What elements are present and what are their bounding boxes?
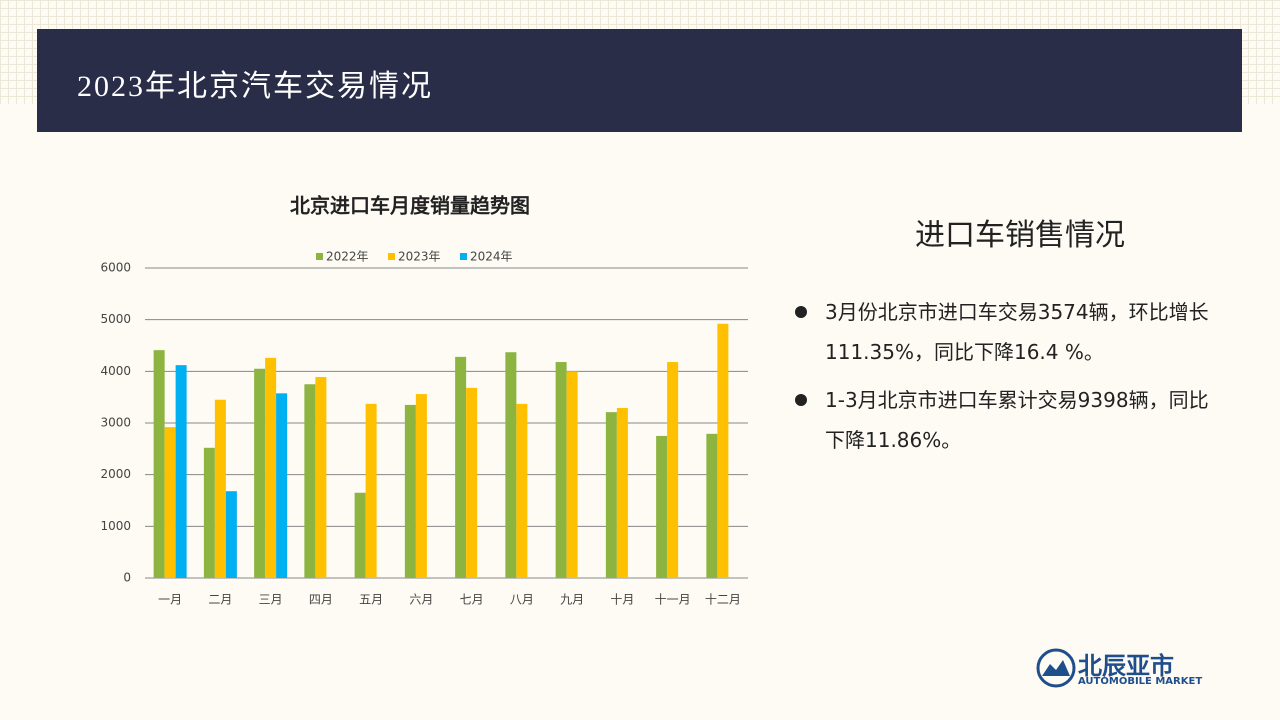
bullet-dot (795, 394, 807, 406)
bar (164, 427, 176, 578)
logo-icon (1036, 648, 1076, 688)
y-tick-label: 6000 (100, 261, 131, 275)
x-tick-label: 一月 (158, 593, 182, 607)
y-tick-label: 0 (123, 571, 131, 585)
logo-subtitle: AUTOMOBILE MARKET (1078, 676, 1203, 687)
bullet-text: 3月份北京市进口车交易3574辆，环比增长111.35%，同比下降16.4 %。 (825, 300, 1209, 364)
bar (717, 323, 729, 578)
summary-title: 进口车销售情况 (915, 218, 1125, 253)
bar (656, 435, 668, 578)
bar (415, 394, 427, 578)
y-tick-label: 3000 (100, 416, 131, 430)
x-tick-label: 二月 (208, 593, 232, 607)
bar (153, 350, 165, 578)
bullet: 3月份北京市进口车交易3574辆，环比增长111.35%，同比下降16.4 %。 (795, 292, 1235, 372)
legend-label: 2022年 (326, 250, 369, 264)
x-tick-label: 八月 (510, 593, 534, 607)
legend-swatch (460, 253, 467, 260)
bar (276, 393, 288, 578)
bar (225, 491, 237, 578)
bullet: 1-3月北京市进口车累计交易9398辆，同比下降11.86%。 (795, 380, 1235, 460)
bar (315, 377, 327, 578)
bar (505, 352, 517, 578)
legend-swatch (316, 253, 323, 260)
x-tick-label: 六月 (409, 593, 433, 607)
y-tick-label: 2000 (100, 467, 131, 481)
y-tick-label: 1000 (100, 519, 131, 533)
logo-name: 北辰亚市 (1078, 652, 1174, 680)
bar (555, 362, 567, 578)
bar (516, 403, 528, 578)
x-tick-label: 九月 (560, 593, 584, 607)
bar (667, 362, 679, 578)
legend-label: 2023年 (398, 250, 441, 264)
bar (566, 371, 578, 578)
x-tick-label: 十月 (610, 593, 634, 607)
bar (466, 387, 478, 578)
y-tick-label: 4000 (100, 364, 131, 378)
slide-title: 2023年北京汽车交易情况 (77, 70, 433, 103)
bar (616, 408, 628, 578)
chart-title: 北京进口车月度销量趋势图 (290, 194, 530, 218)
bar (365, 403, 377, 578)
bullet-dot (795, 306, 807, 318)
bar (304, 384, 316, 578)
x-tick-label: 五月 (359, 593, 383, 607)
bar (455, 356, 467, 578)
bar (175, 365, 187, 578)
legend-label: 2024年 (470, 250, 513, 264)
header-bar: 2023年北京汽车交易情况 (37, 29, 1242, 132)
bar (605, 412, 617, 578)
legend-swatch (388, 253, 395, 260)
chart: 北京进口车月度销量趋势图 0 1000 2000 3000 4000 5000 6000 一月… (100, 194, 748, 607)
x-tick-label: 四月 (309, 593, 333, 607)
bar (203, 447, 215, 578)
x-tick-label: 十二月 (705, 593, 741, 607)
x-tick-label: 七月 (460, 593, 484, 607)
bar (254, 368, 266, 578)
x-tick-label: 十一月 (655, 593, 691, 607)
x-tick-label: 三月 (259, 593, 283, 607)
bar (404, 404, 416, 578)
bar (214, 399, 226, 578)
y-tick-label: 5000 (100, 312, 131, 326)
bar (265, 357, 277, 578)
bar (706, 433, 718, 578)
bar (354, 492, 366, 578)
bullet-text: 1-3月北京市进口车累计交易9398辆，同比下降11.86%。 (825, 388, 1209, 452)
